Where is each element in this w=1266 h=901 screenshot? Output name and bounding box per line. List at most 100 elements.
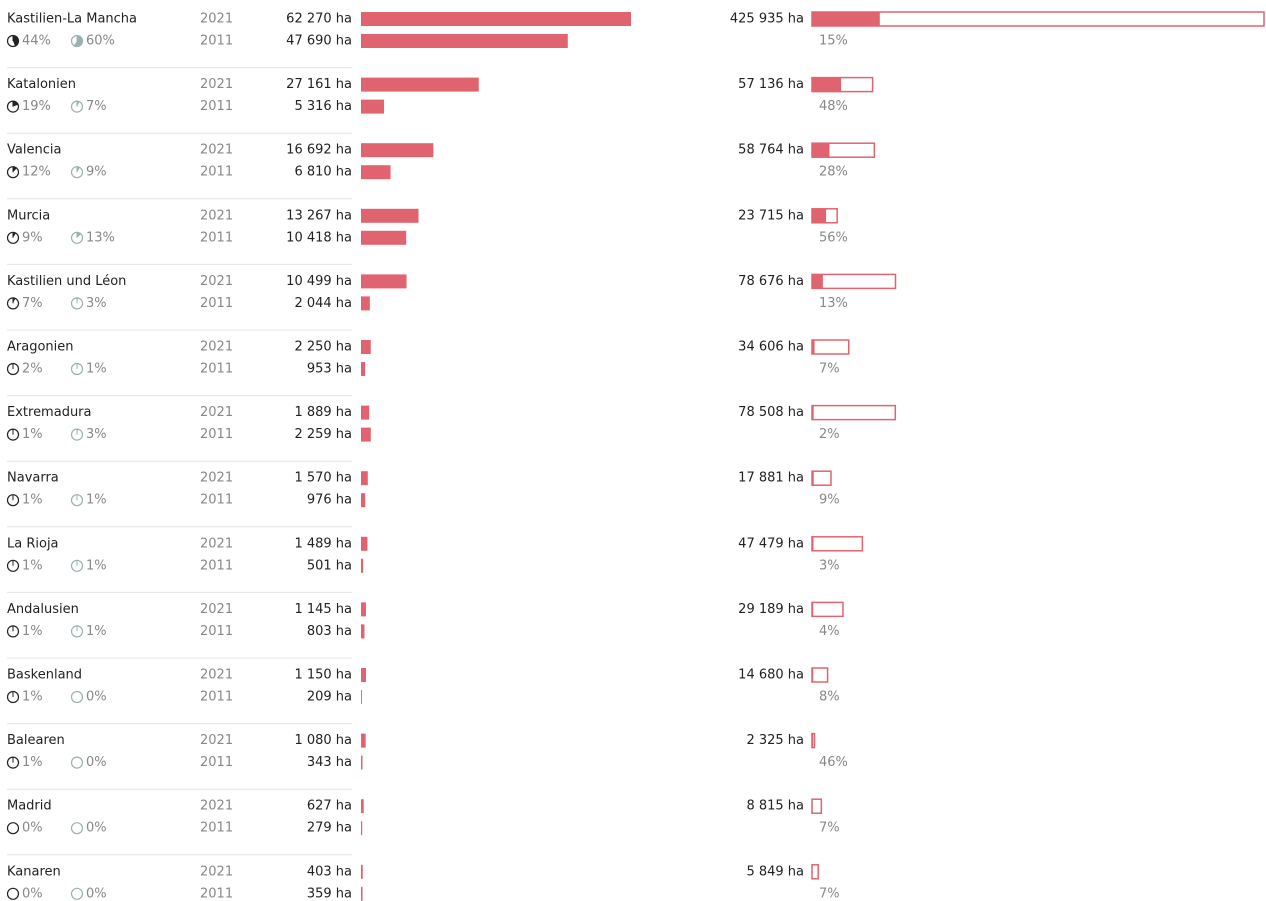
total-label: 14 680 ha (738, 668, 804, 683)
pie-sector (77, 101, 80, 107)
area-label: 2 259 ha (294, 427, 352, 442)
area-label: 1 145 ha (294, 602, 352, 617)
area-label: 10 418 ha (286, 230, 352, 245)
total-label: 23 715 ha (738, 208, 804, 223)
total-label: 34 606 ha (738, 340, 804, 355)
pie-sector (77, 166, 80, 173)
area-label: 627 ha (307, 799, 352, 814)
area-bar (361, 143, 434, 158)
area-bar (361, 886, 363, 901)
total-bar (811, 667, 829, 683)
region-name: Kastilien-La Mancha (7, 12, 137, 27)
total-share-bar (812, 471, 814, 486)
share-label: 7% (86, 99, 107, 114)
area-label: 343 ha (307, 755, 352, 770)
pie-outline (70, 690, 84, 704)
total-bar (811, 536, 864, 552)
share-label: 0% (86, 690, 107, 705)
area-bar (361, 99, 385, 114)
region-name: Madrid (7, 799, 52, 814)
total-share-bar (812, 340, 815, 354)
pie-sector (13, 166, 17, 173)
area-bar (361, 493, 366, 508)
total-share-label: 2% (819, 427, 840, 442)
total-share-label: 3% (819, 558, 840, 573)
share-label: 1% (22, 755, 43, 770)
total-bar (811, 798, 823, 814)
area-bar (361, 799, 364, 814)
total-label: 5 849 ha (746, 864, 804, 879)
region-name: Kanaren (7, 864, 61, 879)
total-share-label: 56% (819, 230, 848, 245)
year-label: 2011 (200, 755, 233, 770)
area-label: 1 150 ha (294, 668, 352, 683)
total-bar (811, 864, 819, 880)
year-label: 2011 (200, 230, 233, 245)
year-label: 2011 (200, 362, 233, 377)
area-bar (361, 165, 391, 180)
year-label: 2021 (200, 733, 233, 748)
year-label: 2011 (200, 165, 233, 180)
total-label: 17 881 ha (738, 471, 804, 486)
total-label: 57 136 ha (738, 77, 804, 92)
area-bar (361, 821, 363, 836)
region-name: Katalonien (7, 77, 76, 92)
year-label: 2021 (200, 405, 233, 420)
area-label: 2 044 ha (294, 296, 352, 311)
area-bar (361, 405, 370, 420)
year-label: 2011 (200, 624, 233, 639)
region-name: Andalusien (7, 602, 79, 617)
share-label: 1% (22, 427, 43, 442)
area-bar (361, 208, 419, 223)
area-label: 16 692 ha (286, 143, 352, 158)
total-share-bar (812, 143, 830, 158)
year-label: 2011 (200, 99, 233, 114)
total-share-label: 4% (819, 624, 840, 639)
total-share-bar (812, 733, 814, 748)
share-label: 60% (86, 34, 115, 49)
area-bar (361, 558, 364, 573)
share-label: 0% (86, 821, 107, 836)
total-bar (811, 470, 832, 486)
pie-outline (6, 887, 20, 900)
share-label: 1% (86, 493, 107, 508)
area-bar (361, 362, 366, 376)
share-label: 2% (22, 362, 43, 377)
pie-sector (13, 35, 19, 47)
total-bar (811, 339, 850, 355)
area-bar (361, 864, 363, 879)
total-label: 29 189 ha (738, 602, 804, 617)
area-bar (361, 733, 366, 748)
area-label: 279 ha (307, 821, 352, 836)
year-label: 2021 (200, 864, 233, 879)
share-label: 7% (22, 296, 43, 311)
area-bar (361, 296, 370, 311)
total-share-label: 7% (819, 362, 840, 377)
share-label: 0% (86, 886, 107, 901)
region-name: Balearen (7, 733, 65, 748)
region-name: Baskenland (7, 668, 82, 683)
area-label: 5 316 ha (294, 99, 352, 114)
share-label: 9% (22, 230, 43, 245)
pie-sector (13, 101, 19, 107)
share-label: 19% (22, 99, 51, 114)
year-label: 2021 (200, 668, 233, 683)
share-label: 9% (86, 165, 107, 180)
pie-sector (73, 35, 83, 47)
total-bar (811, 601, 844, 618)
share-label: 1% (22, 690, 43, 705)
share-label: 1% (22, 624, 43, 639)
total-bar (811, 273, 897, 290)
total-label: 78 508 ha (738, 405, 804, 420)
area-label: 62 270 ha (286, 12, 352, 27)
area-label: 13 267 ha (286, 208, 352, 223)
year-label: 2021 (200, 77, 233, 92)
total-share-bar (812, 208, 827, 223)
year-label: 2011 (200, 886, 233, 901)
region-name: Valencia (7, 143, 61, 158)
total-share-bar (812, 274, 823, 289)
total-label: 425 935 ha (730, 12, 804, 27)
share-label: 1% (86, 362, 107, 377)
year-label: 2011 (200, 690, 233, 705)
region-name: Murcia (7, 208, 50, 223)
